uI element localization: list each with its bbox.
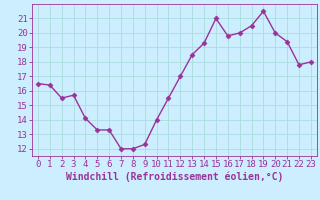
X-axis label: Windchill (Refroidissement éolien,°C): Windchill (Refroidissement éolien,°C) (66, 172, 283, 182)
